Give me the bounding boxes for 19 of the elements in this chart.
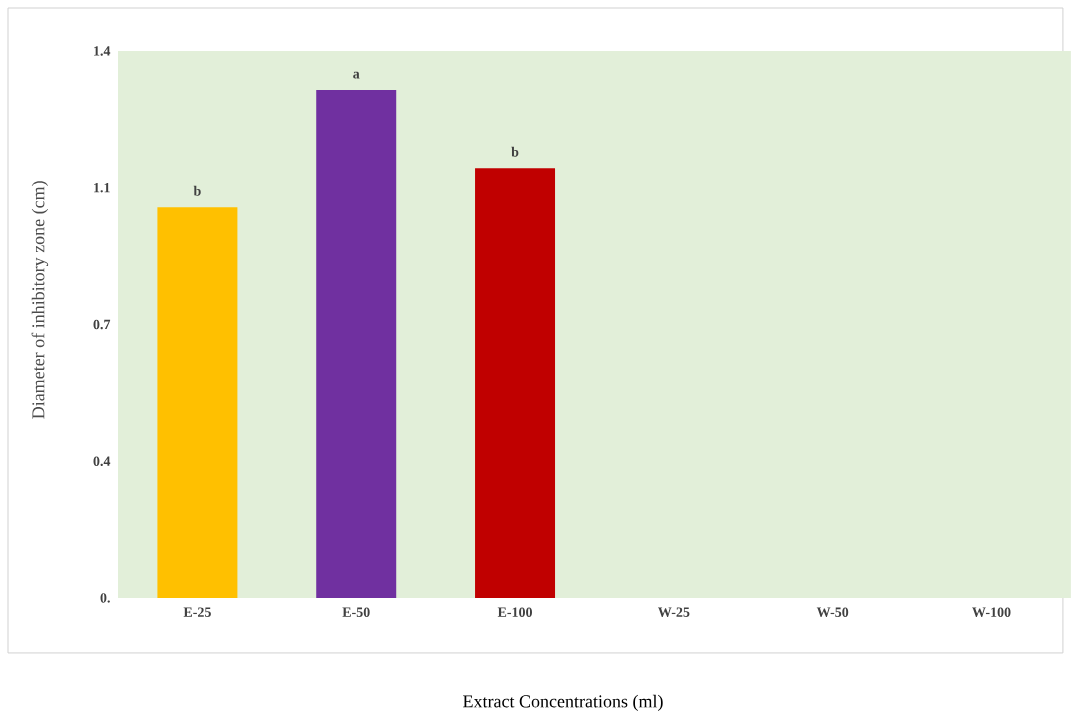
annotation: b [193,185,201,196]
bar [316,90,397,598]
x-axis-title: Extract Concentrations (ml) [463,694,663,712]
y-tick-label: 1.1 [94,183,110,193]
x-tick-label: W-100 [972,607,1011,618]
y-tick-label: 1.4 [94,46,111,56]
y-tick-label: 0.4 [93,456,111,466]
x-tick-label: E-50 [342,607,370,617]
x-tick-label: W-50 [816,607,849,618]
annotation: a [353,71,360,79]
y-tick-label: 0. [100,593,110,603]
y-axis-title: Diameter of inhibitory zone (cm) [31,181,49,419]
x-tick-label: W-25 [657,607,690,617]
annotation: b [511,146,519,157]
bar [475,168,556,598]
bar [157,207,238,598]
y-tick-label: 0.7 [93,319,111,330]
x-tick-label: E-100 [497,607,532,617]
x-tick-label: E-25 [183,607,211,617]
